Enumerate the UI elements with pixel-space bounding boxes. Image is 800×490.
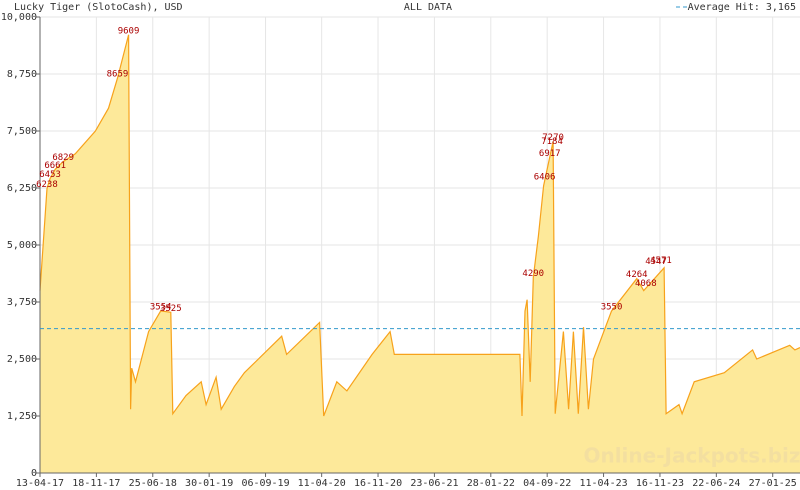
- annotation: 4264: [626, 270, 648, 280]
- x-tick-label: 27-01-25: [749, 478, 797, 489]
- x-tick-label: 11-04-23: [579, 478, 627, 489]
- annotation: 7184: [541, 137, 563, 147]
- x-tick-label: 16-11-20: [354, 478, 402, 489]
- x-tick-label: 28-01-22: [467, 478, 515, 489]
- annotation: 4571: [650, 256, 672, 266]
- x-tick-label: 11-04-20: [298, 478, 346, 489]
- x-tick-label: 23-06-21: [410, 478, 458, 489]
- annotation: 6406: [534, 172, 556, 182]
- watermark: Online-Jackpots.biz: [583, 444, 800, 468]
- annotation: 7270: [542, 133, 564, 143]
- annotation: 6238: [36, 180, 58, 190]
- x-tick-label: 25-06-18: [129, 478, 177, 489]
- area: [40, 34, 800, 474]
- annotation: 3554: [150, 302, 172, 312]
- line: [39, 34, 800, 417]
- x-tick-label: 06-09-19: [241, 478, 289, 489]
- y-tick-label: 3,750: [7, 297, 37, 308]
- annotation: 6829: [52, 153, 74, 163]
- annotation: 9609: [118, 26, 140, 36]
- annotation: 4547: [645, 257, 667, 267]
- y-tick-label: 0: [31, 468, 37, 479]
- annotation: 6917: [539, 149, 561, 159]
- x-tick-label: 30-01-19: [185, 478, 233, 489]
- annotation: 6453: [39, 170, 61, 180]
- x-tick-label: 16-11-23: [636, 478, 684, 489]
- x-tick-label: 22-06-24: [692, 478, 740, 489]
- annotation: 3550: [601, 303, 623, 313]
- y-tick-label: 1,250: [7, 411, 37, 422]
- y-tick-label: 10,000: [1, 12, 37, 23]
- chart-subtitle: ALL DATA: [404, 2, 452, 13]
- annotation: 8659: [107, 70, 129, 80]
- annotation: 4068: [635, 279, 657, 289]
- legend-label: Average Hit: 3,165: [688, 2, 796, 13]
- annotation: 6661: [44, 161, 66, 171]
- y-tick-label: 5,000: [7, 240, 37, 251]
- y-tick-label: 6,250: [7, 183, 37, 194]
- y-tick-label: 8,750: [7, 69, 37, 80]
- annotation: 4290: [522, 269, 544, 279]
- y-tick-label: 2,500: [7, 354, 37, 365]
- chart-title: Lucky Tiger (SlotoCash), USD: [14, 2, 183, 13]
- x-tick-label: 18-11-17: [72, 478, 120, 489]
- x-tick-label: 04-09-22: [523, 478, 571, 489]
- y-tick-label: 7,500: [7, 126, 37, 137]
- x-tick-label: 13-04-17: [16, 478, 64, 489]
- annotation: 3525: [160, 304, 182, 314]
